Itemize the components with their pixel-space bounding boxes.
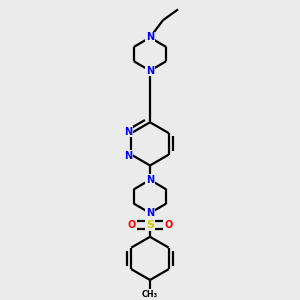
Text: O: O	[164, 220, 172, 230]
Text: N: N	[146, 66, 154, 76]
Text: N: N	[146, 32, 154, 43]
Text: CH₃: CH₃	[142, 290, 158, 299]
Text: N: N	[124, 127, 132, 136]
Text: N: N	[124, 151, 132, 161]
Text: N: N	[146, 175, 154, 185]
Text: S: S	[146, 220, 154, 230]
Text: N: N	[146, 208, 154, 218]
Text: O: O	[128, 220, 136, 230]
